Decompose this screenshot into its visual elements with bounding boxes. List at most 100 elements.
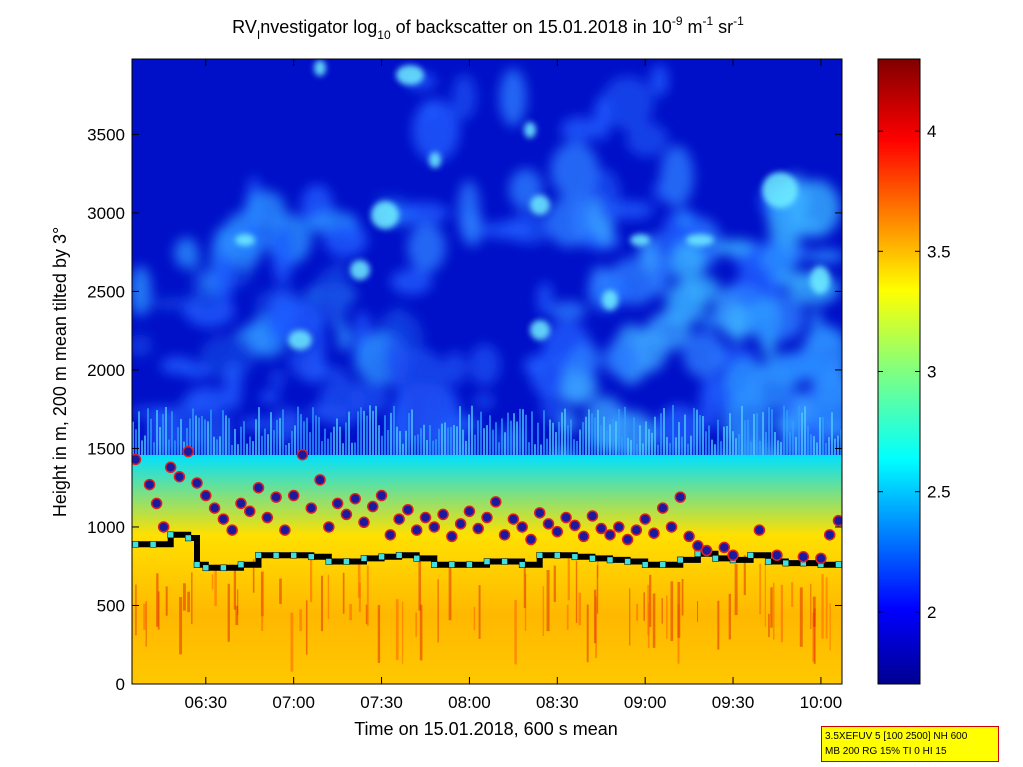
backscatter-streak bbox=[156, 573, 159, 627]
backscatter-streak bbox=[523, 561, 526, 608]
fringe-streak bbox=[711, 439, 713, 455]
fringe-streak bbox=[444, 422, 446, 455]
fringe-streak bbox=[672, 405, 674, 455]
mixing-layer-point bbox=[659, 561, 666, 568]
aerosol-patch bbox=[530, 352, 566, 397]
aerosol-patch bbox=[570, 342, 601, 379]
fringe-streak bbox=[834, 438, 836, 455]
fringe-streak bbox=[558, 421, 560, 455]
fringe-streak bbox=[261, 435, 263, 455]
cloud-layer-point bbox=[516, 521, 528, 533]
fringe-streak bbox=[255, 419, 257, 455]
backscatter-streak bbox=[365, 604, 368, 625]
aerosol-spot bbox=[314, 60, 326, 76]
mixing-layer-point bbox=[694, 550, 702, 557]
fringe-streak bbox=[480, 411, 482, 455]
aerosol-patch bbox=[499, 68, 527, 127]
fringe-streak bbox=[228, 418, 230, 455]
cloud-layer-point bbox=[463, 505, 476, 518]
y-tick-label: 3500 bbox=[87, 125, 125, 144]
cloud-layer-series bbox=[132, 445, 842, 565]
backscatter-streak bbox=[327, 574, 330, 620]
fringe-streak bbox=[429, 425, 431, 455]
fringe-streak bbox=[336, 418, 338, 455]
fringe-streak bbox=[690, 435, 692, 455]
aerosol-patch bbox=[473, 393, 495, 410]
aerosol-patch bbox=[558, 370, 599, 406]
fringe-streak bbox=[615, 421, 617, 455]
mixing-layer-point bbox=[782, 559, 790, 567]
mixing-layer-point bbox=[431, 561, 438, 568]
fringe-streak bbox=[633, 417, 635, 455]
backscatter-streak bbox=[478, 585, 481, 639]
fringe-streak bbox=[471, 405, 473, 455]
y-axis-label: Height in m, 200 m mean tilted by 3° bbox=[50, 227, 70, 517]
backscatter-streak bbox=[586, 604, 589, 663]
fringe-streak bbox=[282, 409, 284, 455]
cloud-layer-point bbox=[490, 496, 502, 508]
fringe-streak bbox=[783, 405, 785, 455]
fringe-streak bbox=[414, 435, 416, 455]
mixing-layer-point bbox=[149, 540, 157, 548]
fringe-streak bbox=[297, 406, 299, 455]
cloud-layer-point bbox=[533, 507, 546, 519]
fringe-streak bbox=[588, 409, 590, 455]
aerosol-spot bbox=[371, 201, 399, 229]
cloud-layer-point bbox=[173, 470, 186, 483]
backscatter-streak bbox=[629, 588, 631, 646]
fringe-streak bbox=[717, 419, 719, 455]
x-axis-label: Time on 15.01.2018, 600 s mean bbox=[354, 719, 618, 739]
fringe-streak bbox=[483, 428, 485, 455]
fringe-streak bbox=[747, 419, 749, 455]
aerosol-patch bbox=[608, 200, 654, 220]
aerosol-patch bbox=[457, 180, 480, 239]
fringe-streak bbox=[738, 433, 740, 455]
fringe-streak bbox=[345, 422, 347, 455]
cloud-layer-point bbox=[191, 477, 203, 489]
colorbar-tick-label: 4 bbox=[927, 122, 936, 141]
fringe-streak bbox=[135, 429, 137, 455]
mixing-layer-point bbox=[466, 561, 473, 568]
fringe-streak bbox=[198, 417, 200, 455]
backscatter-streak bbox=[734, 564, 738, 616]
cloud-layer-point bbox=[700, 544, 713, 557]
aerosol-patch bbox=[407, 222, 446, 273]
aerosol-spot bbox=[396, 65, 424, 85]
backscatter-streak bbox=[191, 572, 193, 625]
cloud-layer-point bbox=[595, 522, 607, 535]
backscatter-streak bbox=[342, 572, 345, 614]
mixing-layer-point bbox=[571, 553, 579, 561]
mixing-layer-point bbox=[413, 555, 420, 562]
fringe-streak bbox=[552, 422, 554, 455]
fringe-streak bbox=[750, 441, 752, 455]
backscatter-streak bbox=[652, 593, 656, 648]
aerosol-patch bbox=[760, 243, 800, 274]
cloud-layer-point bbox=[419, 511, 432, 524]
fringe-streak bbox=[210, 409, 212, 455]
fringe-streak bbox=[603, 416, 605, 455]
fringe-streak bbox=[327, 438, 329, 455]
fringe-streak bbox=[465, 440, 467, 455]
cloud-layer-point bbox=[613, 521, 625, 533]
fringe-streak bbox=[468, 414, 470, 455]
cloud-layer-point bbox=[314, 474, 326, 486]
fringe-streak bbox=[756, 413, 758, 455]
fringe-streak bbox=[141, 440, 143, 455]
fringe-streak bbox=[801, 412, 803, 455]
fringe-streak bbox=[417, 434, 419, 455]
fringe-streak bbox=[438, 428, 440, 455]
backscatter-streak bbox=[165, 586, 168, 616]
aerosol-patch bbox=[588, 198, 603, 235]
backscatter-streak bbox=[813, 608, 816, 664]
fringe-streak bbox=[606, 430, 608, 455]
fringe-streak bbox=[303, 421, 305, 455]
cloud-layer-point bbox=[656, 502, 669, 514]
backscatter-streak bbox=[377, 605, 381, 663]
fringe-streak bbox=[432, 440, 434, 455]
fringe-streak bbox=[726, 426, 728, 455]
backscatter-streak bbox=[279, 578, 282, 604]
fringe-streak bbox=[309, 432, 311, 455]
fringe-streak bbox=[627, 437, 629, 455]
fringe-streak bbox=[504, 432, 506, 455]
